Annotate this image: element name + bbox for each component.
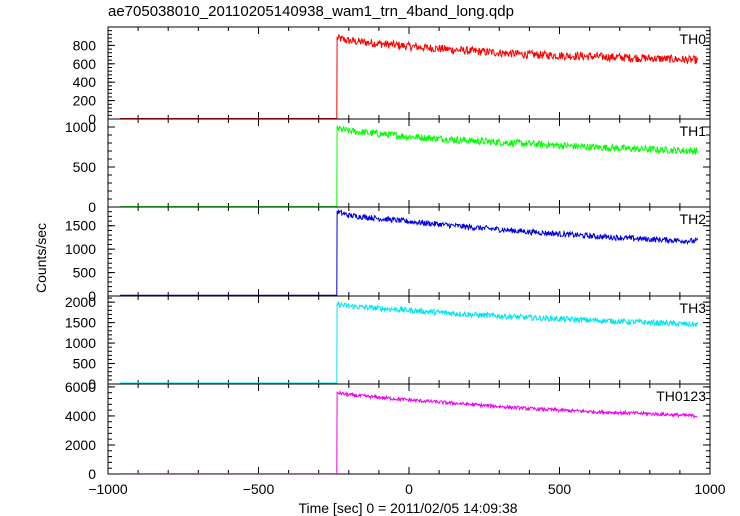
y-tick-label: 200 bbox=[73, 93, 97, 109]
chart-title: ae705038010_20110205140938_wam1_trn_4ban… bbox=[108, 3, 514, 20]
x-tick-label: −500 bbox=[243, 481, 275, 497]
x-tick-label: 1000 bbox=[694, 481, 725, 497]
x-tick-label: −1000 bbox=[88, 481, 128, 497]
y-tick-label: 500 bbox=[73, 356, 97, 372]
series-line-th0 bbox=[120, 34, 699, 119]
panel-th3: 0 500 1000 1500 2000 TH3 bbox=[65, 294, 711, 392]
panel-th0123: 0 2000 4000 6000 TH0123 bbox=[65, 379, 711, 482]
x-tick-labels: −1000 −500 0 500 1000 bbox=[88, 481, 725, 497]
y-tick-label: 0 bbox=[88, 111, 96, 127]
y-tick-label: 0 bbox=[88, 376, 96, 392]
series-line-th1 bbox=[120, 124, 699, 208]
y-tick-label: 1500 bbox=[65, 315, 96, 331]
y-tick-label: 0 bbox=[88, 199, 96, 215]
panel-frame bbox=[107, 206, 711, 297]
x-tick-label: 0 bbox=[405, 481, 413, 497]
y-tick-label: 1500 bbox=[65, 218, 96, 234]
x-axis-label: Time [sec] 0 = 2011/02/05 14:09:38 bbox=[298, 500, 517, 516]
y-axis-label: Counts/sec bbox=[33, 223, 49, 293]
series-line-th0123 bbox=[120, 389, 698, 475]
panel-th0: 0 200 400 600 800 TH0 bbox=[73, 26, 711, 127]
y-tick-label: 0 bbox=[88, 288, 96, 304]
y-tick-label: 500 bbox=[73, 265, 97, 281]
panel-label: TH1 bbox=[680, 123, 707, 139]
panel-label: TH0 bbox=[680, 31, 707, 47]
y-tick-label: 2000 bbox=[65, 294, 96, 310]
y-tick-label: 500 bbox=[73, 159, 97, 175]
panel-label: TH3 bbox=[680, 300, 707, 316]
panel-label: TH2 bbox=[680, 211, 707, 227]
y-tick-label: 1000 bbox=[65, 119, 96, 135]
y-tick-label: 0 bbox=[88, 466, 96, 482]
panel-frame bbox=[107, 383, 711, 475]
y-tick-label: 6000 bbox=[65, 379, 96, 395]
y-tick-label: 800 bbox=[73, 37, 97, 53]
y-tick-label: 600 bbox=[73, 56, 97, 72]
series-line-th3 bbox=[120, 301, 699, 384]
panel-th2: 0 500 1000 1500 TH2 bbox=[65, 206, 711, 304]
series-line-th2 bbox=[120, 209, 699, 296]
panel-th1: 0 500 1000 TH1 bbox=[65, 118, 711, 215]
panel-label: TH0123 bbox=[656, 388, 706, 404]
x-tick-label: 500 bbox=[548, 481, 572, 497]
panel-frame bbox=[107, 26, 711, 120]
panel-frame bbox=[107, 118, 711, 208]
panels: 0 200 400 600 800 TH0 0 500 1000 TH1 0 500 1000 1500 T… bbox=[65, 26, 711, 482]
y-tick-label: 4000 bbox=[65, 408, 96, 424]
y-tick-label: 2000 bbox=[65, 437, 96, 453]
y-tick-label: 1000 bbox=[65, 241, 96, 257]
y-tick-label: 1000 bbox=[65, 335, 96, 351]
y-tick-label: 400 bbox=[73, 74, 97, 90]
